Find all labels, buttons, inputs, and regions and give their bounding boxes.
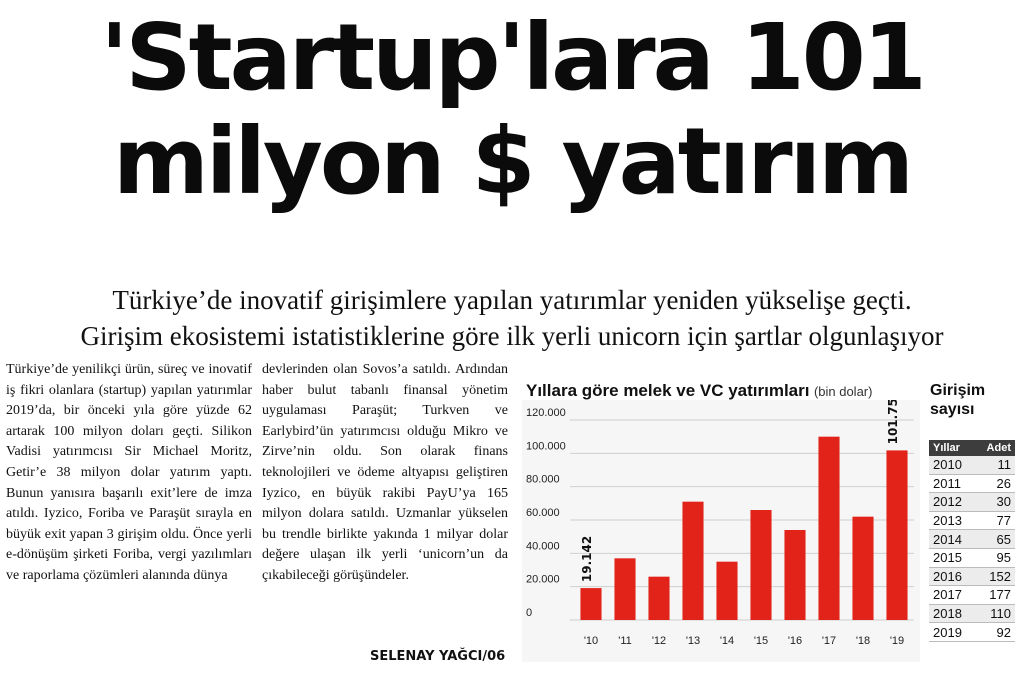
table-cell-count: 26 [974,474,1015,494]
byline: SELENAY YAĞCI/06 [370,649,506,664]
bar [648,576,670,620]
x-tick-label: '10 [584,635,598,647]
y-tick-label: 100.000 [526,440,566,452]
table-cell-year: 2011 [929,474,975,494]
bar [818,436,840,620]
bar-data-label: 19.142 [580,536,594,582]
bar [784,530,806,620]
table-row: 2010 11 [929,456,1015,475]
y-tick-label: 120.000 [526,407,566,419]
bar-chart: 0 20.000 40.000 60.000 80.000 100.000 120.000 '… [522,400,920,662]
table-row: 2019 92 [929,622,1015,642]
table-row: 2015 95 [929,548,1015,568]
table-row: 2014 65 [929,529,1015,549]
article-column-2: devlerinden olan Sovos’a satıldı. Ardınd… [262,362,508,583]
article-column-1: Türkiye’de yenilikçi ürün, süreç ve inov… [6,362,252,583]
x-tick-label: '17 [822,635,836,647]
headline-line-1: 'Startup'lara 101 [100,4,927,111]
table-cell-year: 2016 [929,567,975,587]
headline-line-2: milyon $ yatırım [112,108,914,215]
y-tick-label: 20.000 [526,574,560,586]
table-cell-count: 30 [974,492,1015,512]
x-tick-label: '12 [652,635,666,647]
bar [682,501,704,620]
table-cell-year: 2015 [929,548,975,568]
x-tick-label: '15 [754,635,768,647]
table-cell-count: 152 [974,567,1015,587]
table-row: 2013 77 [929,511,1015,531]
subheadline: Türkiye’de inovatif girişimlere yapılan … [0,282,1024,354]
subheadline-line-1: Türkiye’de inovatif girişimlere yapılan … [112,285,912,315]
table-row: 2018 110 [929,604,1015,624]
subheadline-line-2: Girişim ekosistemi istatistiklerine göre… [80,321,944,351]
table-cell-count: 65 [974,529,1015,549]
table-cell-year: 2018 [929,604,975,624]
table-header-row: Yıllar Adet [929,440,1015,456]
table-cell-count: 11 [974,456,1015,475]
table-cell-year: 2019 [929,622,975,642]
table-cell-count: 110 [974,604,1015,624]
y-tick-label: 80.000 [526,474,560,486]
y-tick-label: 0 [526,607,532,619]
x-tick-label: '19 [890,635,904,647]
chart-title-text: Yıllara göre melek ve VC yatırımları [526,381,810,400]
headline: 'Startup'lara 101 milyon $ yatırım [0,6,1024,214]
bar [750,510,772,620]
bar [716,561,738,620]
table-row: 2011 26 [929,474,1015,494]
table-row: 2012 30 [929,492,1015,512]
x-tick-label: '13 [686,635,700,647]
y-tick-label: 40.000 [526,540,560,552]
table-cell-count: 177 [974,585,1015,605]
startup-count-table: Yıllar Adet 2010 11 2011 26 2012 30 2013 77 2014… [929,440,1015,642]
table-cell-year: 2013 [929,511,975,531]
bar-data-label: 101.756 [886,400,900,444]
x-tick-label: '14 [720,635,734,647]
chart-unit-label: (bin dolar) [813,384,873,399]
bar [886,450,908,620]
table-cell-year: 2014 [929,529,975,549]
table-row: 2017 177 [929,585,1015,605]
bar [614,558,636,620]
table-cell-count: 77 [974,511,1015,531]
bar-chart-svg: 0 20.000 40.000 60.000 80.000 100.000 120.000 '… [526,400,914,647]
table-cell-year: 2017 [929,585,975,605]
bar [580,588,602,620]
table-body: 2010 11 2011 26 2012 30 2013 77 2014 65 2015 95 2016… [929,456,1015,642]
table-row: 2016 152 [929,567,1015,587]
x-tick-label: '11 [618,635,632,647]
y-tick-label: 60.000 [526,507,560,519]
table-title: Girişim sayısı [930,382,986,418]
table-header-year: Yıllar [929,440,975,456]
table-cell-year: 2010 [929,456,975,475]
x-tick-label: '16 [788,635,802,647]
table-cell-year: 2012 [929,492,975,512]
table-cell-count: 95 [974,548,1015,568]
table-cell-count: 92 [974,622,1015,642]
table-header-count: Adet [974,440,1015,456]
x-tick-label: '18 [856,635,870,647]
chart-title: Yıllara göre melek ve VC yatırımları (bi… [526,381,926,401]
bar [852,516,874,620]
